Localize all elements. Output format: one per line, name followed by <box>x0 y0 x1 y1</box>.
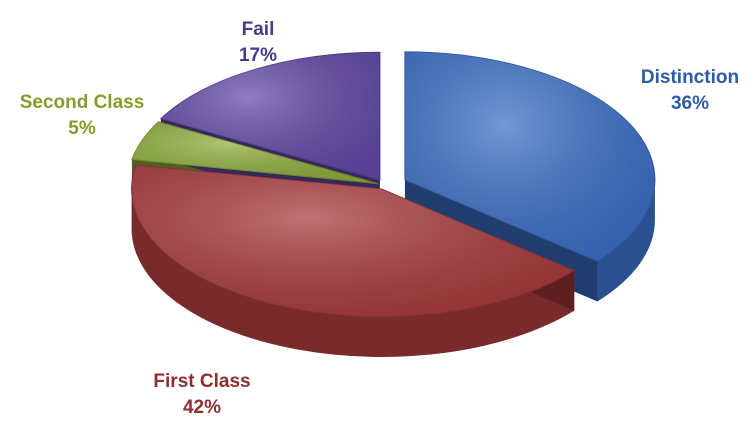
slice-gloss <box>131 164 575 317</box>
slice-value-label: 42% <box>183 397 221 418</box>
slice-value-label: 5% <box>68 118 96 139</box>
slice-label: Second Class <box>20 92 145 113</box>
slice-side <box>131 188 575 357</box>
slice-label: Fail <box>242 19 275 40</box>
slice-side <box>597 179 655 302</box>
slice-value-label: 17% <box>239 45 277 66</box>
labels: Distinction 36% First Class 42% Second Class… <box>20 19 739 418</box>
slice-label: Distinction <box>641 67 739 88</box>
slice-gloss <box>131 121 378 184</box>
pie-tops <box>131 51 656 318</box>
slice-gloss <box>404 51 655 262</box>
slice-label: First Class <box>153 371 250 392</box>
slice-gloss <box>160 52 380 181</box>
slice-value-label: 36% <box>671 93 709 114</box>
